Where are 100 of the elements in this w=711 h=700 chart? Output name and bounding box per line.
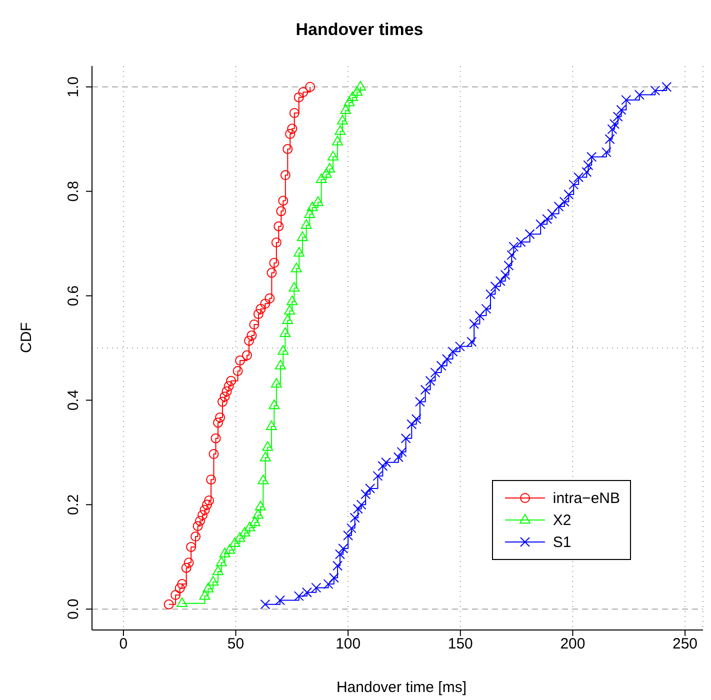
- point: [190, 532, 201, 542]
- point: [186, 542, 196, 552]
- point: [284, 304, 296, 315]
- y-tick-label: 0.8: [65, 180, 82, 202]
- point: [177, 579, 188, 590]
- point: [287, 124, 298, 134]
- x-tick-label: 250: [672, 636, 698, 653]
- point: [324, 162, 336, 173]
- point: [170, 590, 181, 600]
- point: [244, 522, 256, 532]
- point: [300, 219, 312, 229]
- point: [218, 396, 228, 407]
- point: [276, 206, 286, 216]
- point: [253, 309, 264, 320]
- point: [286, 296, 298, 306]
- point: [344, 96, 355, 106]
- point: [334, 125, 346, 135]
- y-tick-label: 0.4: [65, 390, 82, 411]
- point: [336, 114, 348, 124]
- x-tick-label: 200: [560, 636, 586, 653]
- point: [200, 504, 210, 515]
- point: [192, 521, 203, 532]
- point: [264, 293, 275, 304]
- point: [249, 516, 260, 526]
- x-tick-label: 50: [227, 636, 244, 653]
- point: [224, 544, 236, 554]
- point: [212, 566, 224, 576]
- point: [260, 298, 270, 309]
- point: [174, 583, 185, 594]
- point: [288, 282, 300, 292]
- point: [274, 360, 286, 370]
- point: [271, 238, 282, 248]
- point: [199, 590, 210, 600]
- y-tick-label: 0.6: [65, 285, 82, 306]
- point: [290, 262, 302, 272]
- point: [215, 412, 226, 422]
- point: [280, 327, 291, 338]
- point: [316, 173, 327, 183]
- point: [226, 376, 236, 386]
- point: [204, 495, 214, 506]
- point: [282, 314, 294, 324]
- legend-label: S1: [552, 534, 572, 550]
- point: [258, 474, 269, 484]
- point: [256, 304, 266, 314]
- point: [285, 128, 296, 139]
- point: [219, 548, 230, 558]
- point: [246, 330, 257, 340]
- point: [320, 168, 332, 178]
- point: [216, 556, 227, 566]
- point: [254, 500, 266, 510]
- point: [352, 86, 363, 96]
- point: [282, 144, 293, 154]
- point: [270, 378, 282, 388]
- point: [202, 582, 214, 592]
- point: [184, 558, 194, 568]
- point: [206, 474, 216, 485]
- chart-title: Handover times: [294, 20, 424, 40]
- point: [354, 80, 366, 91]
- point: [181, 562, 192, 573]
- point: [294, 92, 304, 102]
- point: [294, 246, 305, 257]
- point: [266, 420, 277, 430]
- point: [210, 433, 221, 444]
- point: [347, 91, 358, 101]
- point: [235, 356, 246, 366]
- point: [195, 516, 206, 526]
- point: [305, 82, 316, 92]
- point: [296, 231, 308, 241]
- point: [289, 108, 300, 118]
- point: [269, 258, 280, 268]
- point: [198, 510, 208, 520]
- point: [304, 208, 316, 218]
- point: [278, 345, 289, 355]
- point: [278, 196, 288, 206]
- point: [306, 202, 318, 212]
- point: [229, 537, 240, 547]
- y-axis-title: CDF: [18, 322, 35, 353]
- point: [202, 500, 212, 510]
- point: [340, 104, 352, 114]
- point: [274, 221, 284, 232]
- point: [176, 597, 188, 608]
- point: [249, 320, 260, 330]
- point: [266, 268, 277, 278]
- x-tick-label: 100: [336, 636, 361, 653]
- point: [312, 196, 324, 206]
- point: [213, 418, 224, 428]
- point: [234, 532, 246, 542]
- y-tick-label: 1.0: [65, 76, 82, 98]
- point: [262, 441, 274, 451]
- point: [239, 526, 250, 537]
- point: [244, 336, 254, 346]
- legend-label: intra−eNB: [552, 490, 620, 506]
- point: [298, 87, 308, 98]
- point: [268, 399, 280, 410]
- point: [232, 366, 243, 376]
- point: [332, 136, 344, 146]
- point: [328, 150, 339, 161]
- point: [164, 599, 174, 610]
- point: [208, 576, 219, 586]
- x-axis-title: Handover time [ms]: [335, 679, 468, 696]
